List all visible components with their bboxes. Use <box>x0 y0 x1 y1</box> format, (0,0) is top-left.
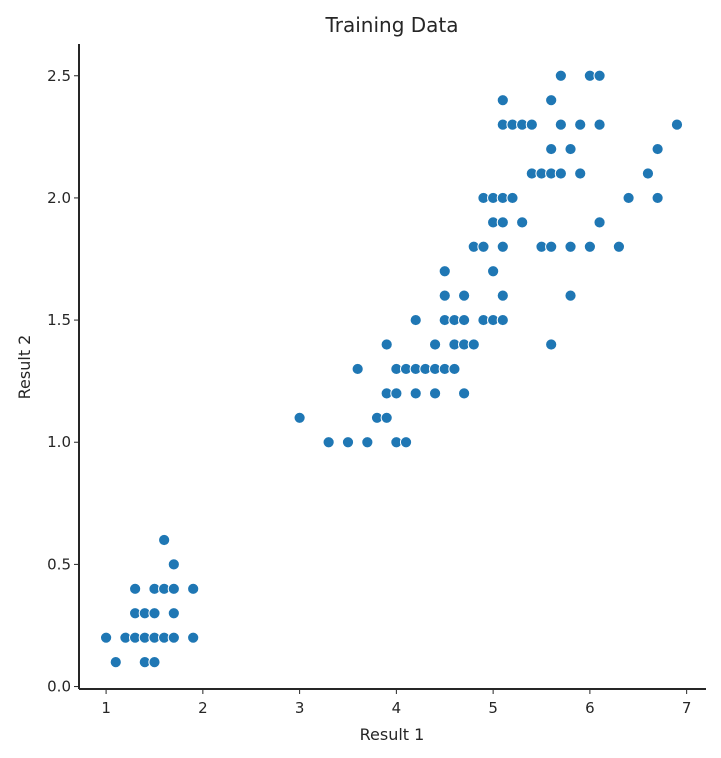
scatter-point <box>380 411 393 424</box>
scatter-point <box>458 313 471 327</box>
scatter-point <box>564 142 577 156</box>
scatter-point <box>554 69 567 82</box>
scatter-point <box>428 338 442 351</box>
scatter-point <box>448 362 461 376</box>
scatter-point <box>593 216 606 229</box>
x-tick-label: 3 <box>295 699 305 717</box>
scatter-point <box>583 240 596 253</box>
scatter-point <box>341 436 355 449</box>
scatter-point <box>167 631 180 644</box>
x-tick-label: 2 <box>198 699 208 717</box>
scatter-point <box>167 582 180 595</box>
scatter-point <box>167 607 180 620</box>
scatter-point <box>438 265 451 278</box>
data-points <box>99 69 684 669</box>
scatter-point <box>564 240 577 253</box>
scatter-point <box>622 191 635 205</box>
scatter-point <box>554 167 567 180</box>
y-tick-label: 2.0 <box>47 189 71 207</box>
scatter-point <box>409 313 422 327</box>
scatter-point <box>148 656 161 669</box>
scatter-point <box>612 240 626 253</box>
x-tick-label: 7 <box>682 699 692 717</box>
y-axis-label: Result 2 <box>15 335 34 400</box>
scatter-point <box>167 558 180 571</box>
scatter-point <box>351 362 364 376</box>
scatter-point <box>187 582 200 595</box>
scatter-point <box>380 338 393 351</box>
x-axis-ticks: 1 2 3 4 5 6 7 <box>101 689 691 717</box>
scatter-point <box>516 216 529 229</box>
scatter-point <box>390 387 403 400</box>
y-tick-label: 1.0 <box>47 433 71 451</box>
scatter-point <box>641 167 655 180</box>
scatter-point <box>554 118 567 131</box>
scatter-point <box>399 436 413 449</box>
scatter-point <box>322 436 335 449</box>
scatter-point <box>545 142 558 156</box>
scatter-point <box>496 94 509 107</box>
scatter-point <box>438 289 451 302</box>
y-tick-label: 0.5 <box>47 555 71 573</box>
scatter-point <box>487 265 500 278</box>
scatter-point <box>525 118 538 131</box>
y-tick-label: 1.5 <box>47 311 71 329</box>
y-tick-label: 0.0 <box>47 678 71 696</box>
x-tick-label: 6 <box>585 699 595 717</box>
scatter-point <box>158 533 171 547</box>
chart-title: Training Data <box>324 13 458 37</box>
scatter-point <box>651 191 664 205</box>
scatter-point <box>428 387 442 400</box>
scatter-point <box>129 582 142 595</box>
scatter-point <box>458 289 471 302</box>
scatter-point <box>545 338 558 351</box>
scatter-point <box>109 656 122 669</box>
scatter-point <box>496 216 509 229</box>
x-tick-label: 5 <box>488 699 498 717</box>
scatter-point <box>545 240 558 253</box>
scatter-point <box>670 118 684 131</box>
scatter-point <box>409 387 422 400</box>
scatter-point <box>293 411 306 424</box>
scatter-point <box>458 387 471 400</box>
scatter-point <box>187 631 200 644</box>
y-tick-label: 2.5 <box>47 67 71 85</box>
scatter-point <box>564 289 577 302</box>
scatter-point <box>496 240 509 253</box>
x-tick-label: 1 <box>101 699 111 717</box>
y-axis-ticks: 0.0 0.5 1.0 1.5 2.0 2.5 <box>47 67 79 696</box>
x-axis-label: Result 1 <box>360 725 425 744</box>
scatter-point <box>574 118 587 131</box>
scatter-point <box>593 118 606 131</box>
scatter-point <box>506 191 519 205</box>
scatter-point <box>574 167 587 180</box>
scatter-point <box>361 436 374 449</box>
scatter-point <box>496 313 509 327</box>
scatter-point <box>467 338 480 351</box>
scatter-point <box>545 94 558 107</box>
scatter-point <box>148 607 161 620</box>
scatter-point <box>99 631 113 644</box>
scatter-point <box>593 69 606 82</box>
scatter-point <box>477 240 490 253</box>
x-tick-label: 4 <box>392 699 402 717</box>
scatter-point <box>496 289 509 302</box>
scatter-point <box>651 142 664 156</box>
